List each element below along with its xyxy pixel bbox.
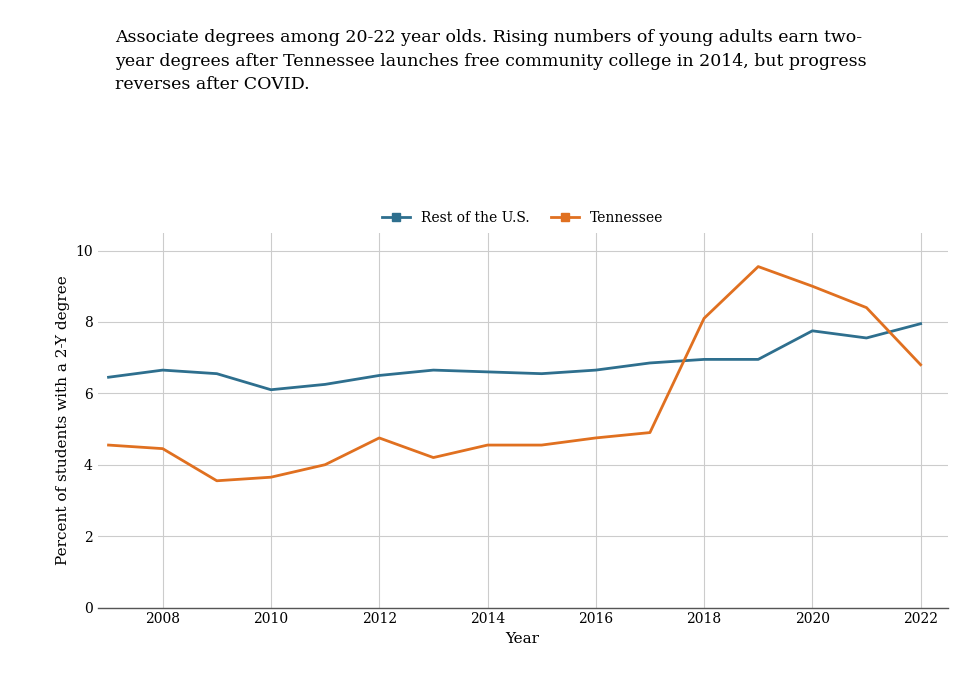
X-axis label: Year: Year: [506, 632, 539, 646]
Text: Associate degrees among 20-22 year olds. Rising numbers of young adults earn two: Associate degrees among 20-22 year olds.…: [114, 30, 867, 93]
Y-axis label: Percent of students with a 2-Y degree: Percent of students with a 2-Y degree: [56, 275, 69, 565]
Legend: Rest of the U.S., Tennessee: Rest of the U.S., Tennessee: [377, 205, 668, 231]
